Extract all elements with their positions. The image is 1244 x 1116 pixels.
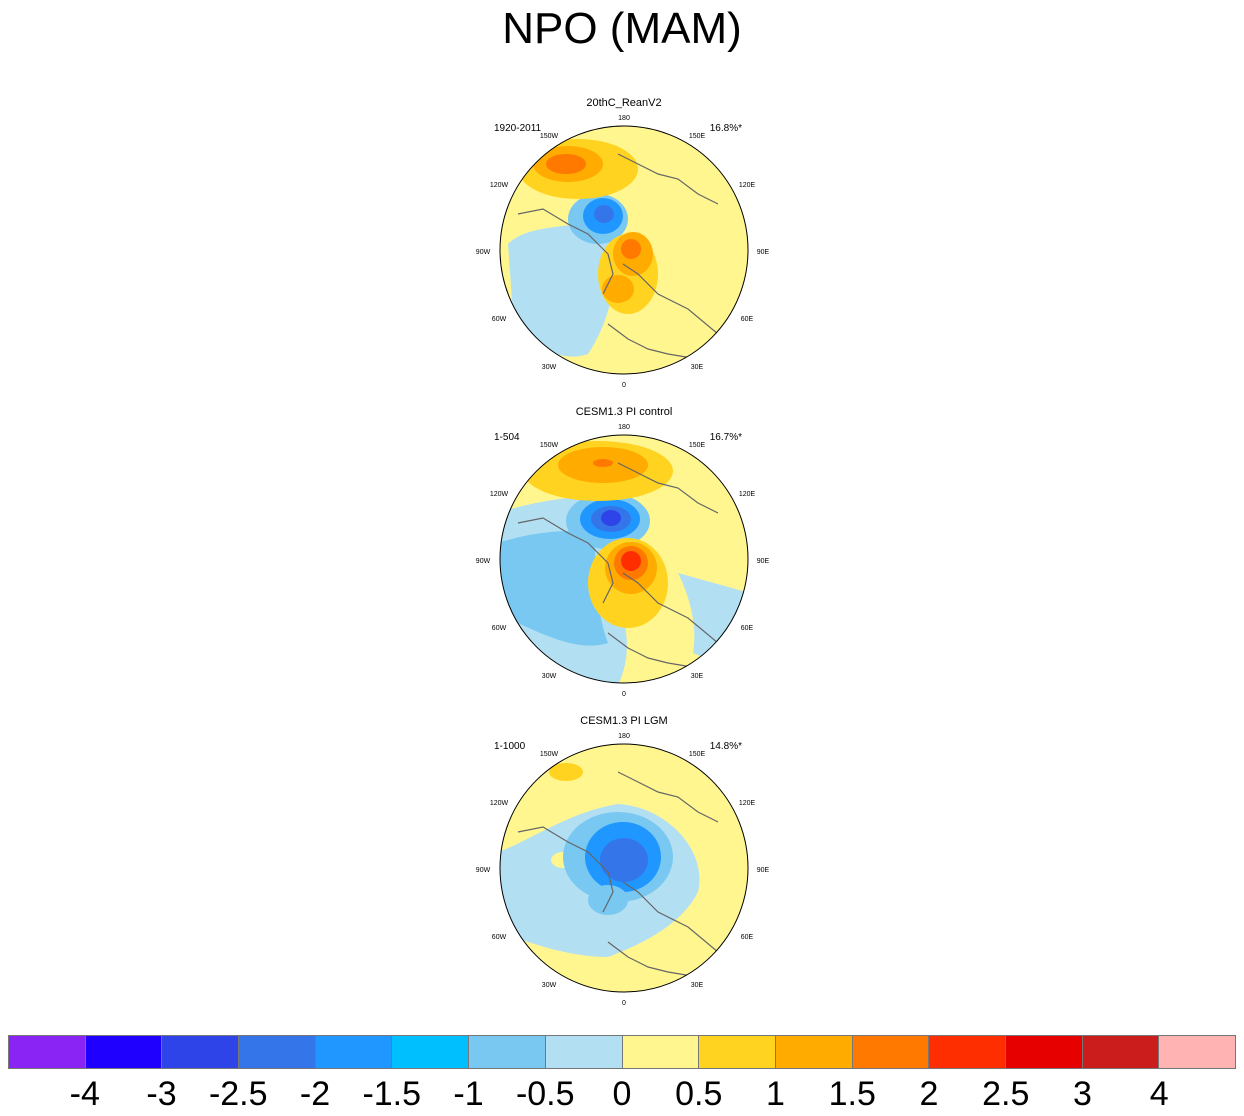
colorbar-tick-label: -1 <box>453 1075 484 1113</box>
lon-label-150e: 150E <box>688 442 706 449</box>
colorbar-tick-label: -2.5 <box>208 1075 268 1113</box>
colorbar-tick-label: 1 <box>766 1075 785 1113</box>
panel-period: 1920-2011 <box>494 123 542 134</box>
lon-label-0: 0 <box>622 691 626 698</box>
lon-label-60e: 60E <box>740 316 754 323</box>
panel-title: 20thC_ReanV2 <box>586 97 662 109</box>
colorbar-box <box>1082 1036 1160 1068</box>
colorbar-tick-label: 2.5 <box>982 1075 1030 1113</box>
colorbar-tick-label: 2 <box>919 1075 939 1113</box>
lon-label-90w: 90W <box>475 558 491 565</box>
lon-label-120e: 120E <box>738 182 756 189</box>
colorbar-box <box>545 1036 623 1068</box>
main-title: NPO (MAM) <box>502 4 742 53</box>
map-panel-3: CESM1.3 PI LGM 1-1000 14.8%* 180 150W 15… <box>474 714 774 1014</box>
lon-label-150w: 150W <box>539 133 559 140</box>
panel-percent: 16.8%* <box>709 123 742 134</box>
colorbar-box <box>775 1036 853 1068</box>
colorbar-tick-label: 4 <box>1149 1075 1169 1113</box>
colorbar-box <box>929 1036 1006 1068</box>
lon-label-120w: 120W <box>489 182 509 189</box>
lon-label-60w: 60W <box>491 625 507 632</box>
lon-label-90w: 90W <box>475 867 491 874</box>
lon-label-180: 180 <box>618 733 630 740</box>
lon-label-150w: 150W <box>539 442 559 449</box>
lon-label-120e: 120E <box>738 800 756 807</box>
panel-period: 1-1000 <box>494 741 526 752</box>
panel-title: CESM1.3 PI control <box>575 406 673 418</box>
lon-label-30e: 30E <box>690 673 704 680</box>
lon-label-0: 0 <box>622 382 626 389</box>
lon-label-90e: 90E <box>756 249 770 256</box>
colorbar-box <box>852 1036 930 1068</box>
colorbar-box <box>1005 1036 1083 1068</box>
colorbar-tick-label: 0.5 <box>675 1075 723 1113</box>
polar-map <box>499 743 749 993</box>
colorbar-box <box>9 1036 86 1068</box>
lon-label-180: 180 <box>618 424 630 431</box>
lon-label-120w: 120W <box>489 800 509 807</box>
colorbar-box <box>469 1036 546 1068</box>
lon-label-150e: 150E <box>688 133 706 140</box>
colorbar-box <box>239 1036 316 1068</box>
map-panel-2: CESM1.3 PI control 1-504 16.7%* 180 <box>474 405 774 705</box>
colorbar-box <box>699 1036 776 1068</box>
colorbar-tick-label: -0.5 <box>515 1075 575 1113</box>
colorbar-tick-label: 1.5 <box>828 1075 876 1113</box>
colorbar-box <box>85 1036 163 1068</box>
panel-percent: 16.7%* <box>709 432 742 443</box>
colorbar-tick-label: -1.5 <box>362 1075 422 1113</box>
lon-label-90e: 90E <box>756 558 770 565</box>
panel-period: 1-504 <box>494 432 520 443</box>
lon-label-90e: 90E <box>756 867 770 874</box>
colorbar-tick-label: -2 <box>299 1075 331 1113</box>
panel-percent: 14.8%* <box>709 741 742 752</box>
panel-title: CESM1.3 PI LGM <box>580 715 668 727</box>
lon-label-60w: 60W <box>491 316 507 323</box>
colorbar-tick-label: -3 <box>146 1075 177 1113</box>
colorbar-box <box>162 1036 240 1068</box>
colorbar-tick-label: -4 <box>69 1075 100 1113</box>
colorbar-box <box>392 1036 470 1068</box>
polar-map <box>499 434 749 684</box>
colorbar-box <box>622 1036 700 1068</box>
lon-label-30w: 30W <box>541 673 557 680</box>
colorbar-tick-label: 0 <box>612 1075 632 1113</box>
colorbar-tick-label: 3 <box>1073 1075 1092 1113</box>
lon-label-30e: 30E <box>690 982 704 989</box>
lon-label-150w: 150W <box>539 751 559 758</box>
colorbar-box <box>1159 1036 1235 1068</box>
lon-label-30w: 30W <box>541 982 557 989</box>
lon-label-120e: 120E <box>738 491 756 498</box>
polar-map <box>499 125 749 375</box>
lon-label-60w: 60W <box>491 934 507 941</box>
lon-label-180: 180 <box>618 115 630 122</box>
map-panel-1: 20thC_ReanV2 1920-2011 16.8%* 180 150W 1… <box>474 96 774 396</box>
colorbar-box <box>315 1036 393 1068</box>
lon-label-60e: 60E <box>740 625 754 632</box>
lon-label-60e: 60E <box>740 934 754 941</box>
lon-label-0: 0 <box>622 1000 626 1007</box>
lon-label-120w: 120W <box>489 491 509 498</box>
lon-label-30w: 30W <box>541 364 557 371</box>
lon-label-90w: 90W <box>475 249 491 256</box>
colorbar <box>8 1035 1236 1069</box>
lon-label-30e: 30E <box>690 364 704 371</box>
lon-label-150e: 150E <box>688 751 706 758</box>
